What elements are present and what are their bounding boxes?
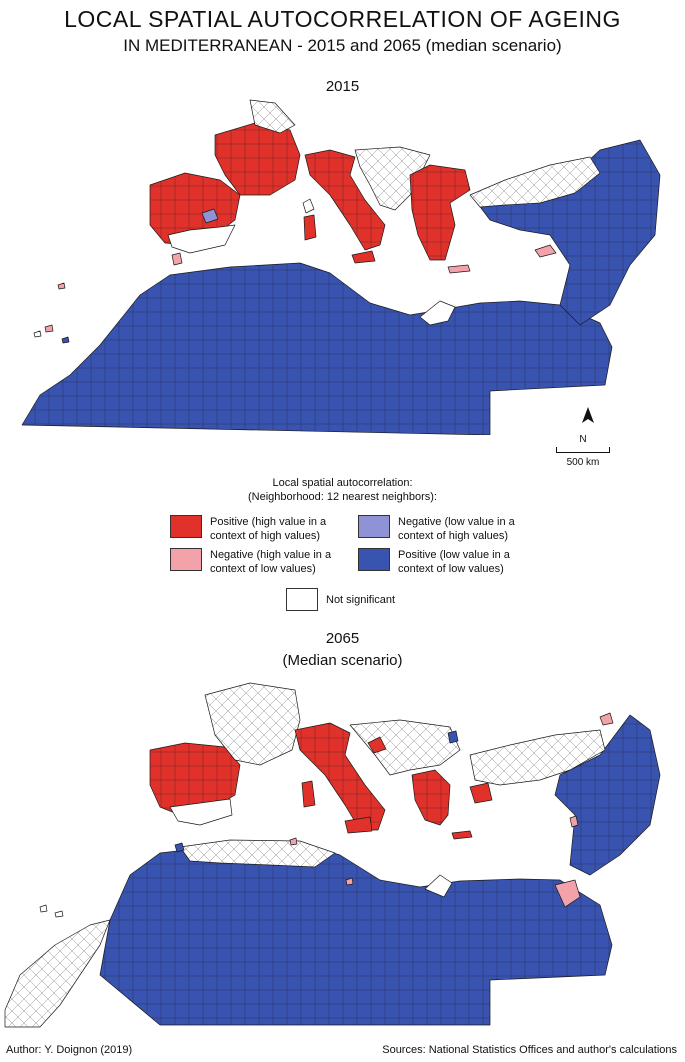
north-label: N [579, 434, 587, 445]
legend-swatch [170, 548, 202, 571]
map-2065-subtitle: (Median scenario) [282, 652, 403, 669]
legend-item-high-low: Negative (high value in a context of low … [170, 548, 331, 576]
legend-item-low-high: Negative (low value in a context of high … [358, 515, 515, 543]
sources-credit: Sources: National Statistics Offices and… [382, 1044, 677, 1056]
scale-bar-label: 500 km [566, 457, 600, 468]
map-2015 [21, 99, 661, 435]
author-credit: Author: Y. Doignon (2019) [6, 1044, 133, 1056]
map-2065-year: 2065 [325, 630, 360, 647]
legend-swatch [170, 515, 202, 538]
legend-swatch [286, 588, 318, 611]
north-arrow-icon [582, 407, 594, 423]
legend-title: Local spatial autocorrelation: (Neighbor… [248, 477, 437, 503]
map-title: LOCAL SPATIAL AUTOCORRELATION OF AGEING [64, 6, 621, 32]
legend-item-high-high: Positive (high value in a context of high… [170, 515, 326, 543]
legend-item-low-low: Positive (low value in a context of low v… [358, 548, 510, 576]
scale-bar: N 500 km [556, 434, 610, 468]
legend-swatch [358, 548, 390, 571]
legend-swatch [358, 515, 390, 538]
map-2015-year: 2015 [325, 78, 360, 95]
legend-item-not-significant: Not significant [286, 588, 395, 611]
map-subtitle: IN MEDITERRANEAN - 2015 and 2065 (median… [123, 36, 562, 55]
map-2065 [4, 682, 661, 1028]
